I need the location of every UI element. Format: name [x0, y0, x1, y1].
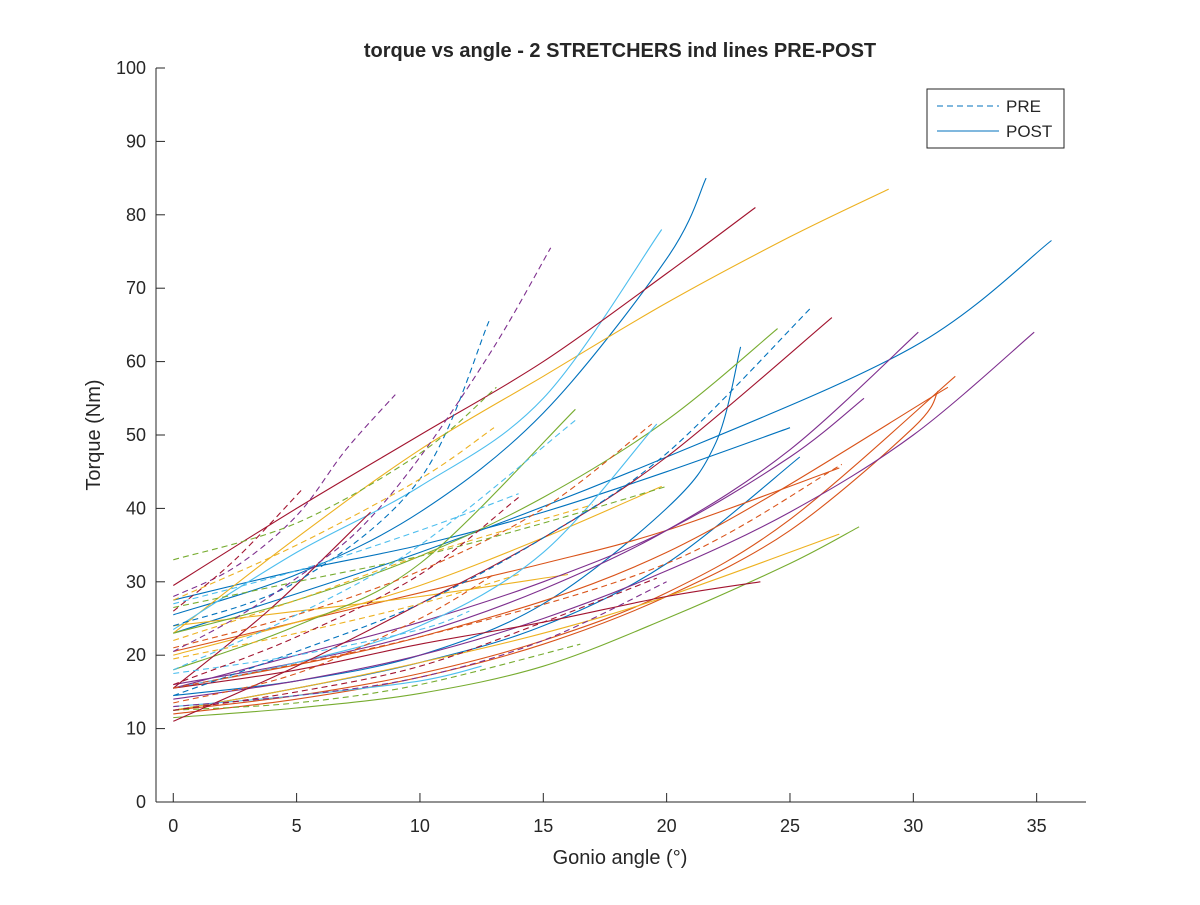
series-line-pre-33: [173, 504, 593, 642]
series-line-post-19: [173, 408, 576, 671]
series-line-post-5: [173, 427, 791, 601]
series-line-post-15: [173, 331, 1035, 700]
series-line-post-11: [173, 533, 840, 711]
series-line-pre-29: [173, 423, 653, 649]
x-axis-label: Gonio angle (°): [553, 847, 688, 869]
series-line-post-18: [173, 328, 778, 634]
series-line-post-12: [173, 485, 662, 656]
series-line-post-22: [173, 665, 482, 708]
series-line-pre-38: [173, 386, 497, 561]
series-line-post-24: [173, 317, 833, 722]
series-line-post-7: [173, 386, 949, 689]
chart-title: torque vs angle - 2 STRETCHERS ind lines…: [364, 40, 876, 62]
y-tick-label: 60: [126, 352, 146, 372]
axes-layer: 0 5 10 15 20 25 30 35 0 10 20 30 40 50 60 70 80 90 100: [116, 58, 1086, 836]
series-layer: [172, 177, 1052, 722]
x-tick-label: 0: [168, 816, 178, 836]
legend-label-post: POST: [1006, 122, 1052, 141]
x-tick-label: 15: [533, 816, 553, 836]
x-tick-label: 30: [903, 816, 923, 836]
series-line-pre-46: [173, 496, 519, 686]
y-axis-label: Torque (Nm): [83, 379, 105, 490]
x-tick-label: 35: [1027, 816, 1047, 836]
y-tick-label: 90: [126, 131, 146, 151]
series-line-pre-27: [173, 320, 490, 627]
series-line-pre-34: [173, 573, 519, 660]
legend-label-pre: PRE: [1006, 97, 1041, 116]
legend: PRE POST: [926, 88, 1065, 149]
x-tick-label: 5: [292, 816, 302, 836]
legend-box: [926, 88, 1065, 149]
y-tick-label: 80: [126, 205, 146, 225]
series-line-pre-36: [173, 394, 396, 597]
x-tick-label: 10: [410, 816, 430, 836]
x-tick-label: 25: [780, 816, 800, 836]
y-tick-label: 40: [126, 498, 146, 518]
y-tick-label: 100: [116, 58, 146, 78]
series-line-pre-28: [173, 306, 813, 697]
series-line-pre-45: [173, 577, 658, 711]
series-line-pre-32: [173, 427, 495, 601]
series-line-pre-41: [173, 419, 576, 671]
series-line-pre-43: [173, 493, 519, 605]
series-line-pre-40: [173, 485, 667, 609]
series-line-post-10: [172, 188, 889, 634]
y-tick-label: 70: [126, 278, 146, 298]
y-tick-label: 30: [126, 572, 146, 592]
x-tick-label: 20: [657, 816, 677, 836]
y-tick-label: 20: [126, 645, 146, 665]
series-line-pre-42: [173, 610, 470, 675]
series-line-post-17: [173, 526, 860, 719]
series-line-post-20: [173, 229, 663, 630]
series-line-post-23: [173, 207, 756, 586]
series-line-pre-37: [173, 581, 667, 708]
series-line-pre-35: [173, 247, 552, 652]
series-line-post-3: [173, 177, 707, 616]
series-line-post-25: [173, 581, 761, 689]
y-tick-label: 50: [126, 425, 146, 445]
y-tick-label: 0: [136, 792, 146, 812]
series-line-post-21: [173, 423, 658, 689]
series-line-pre-39: [173, 643, 581, 711]
series-line-pre-30: [173, 574, 495, 704]
y-tick-label: 10: [126, 719, 146, 739]
series-line-pre-44: [172, 489, 302, 612]
series-line-post-9: [173, 390, 939, 715]
